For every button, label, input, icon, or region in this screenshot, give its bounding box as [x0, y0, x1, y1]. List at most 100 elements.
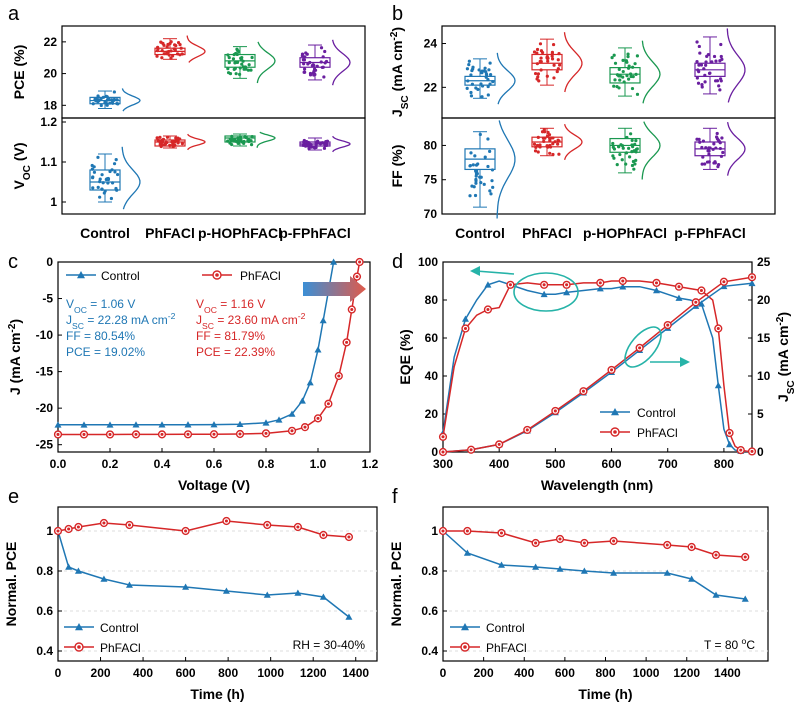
panel-c-marker-core [212, 432, 216, 436]
panel-b-jsc-point [470, 82, 475, 86]
panel-f-marker-core [499, 531, 504, 535]
panel-b-ff-point [536, 135, 540, 139]
panel-a-pce-point [302, 62, 306, 66]
panel-c-marker-core [290, 429, 294, 433]
panel-b-jsc-point [480, 84, 485, 88]
panel-e-marker-core [102, 521, 106, 525]
panel-a-voc-point [226, 139, 230, 143]
panel-f-marker [580, 567, 588, 574]
panel-a-voc-point [158, 135, 162, 139]
panel-b-jsc-density-curve [641, 40, 661, 104]
panel-a-pce-point [227, 56, 231, 60]
panel-b-ff-point [486, 137, 490, 141]
panel-b-ff-point [473, 193, 478, 198]
panel-c-y-tick-label: -20 [36, 401, 54, 415]
panel-a-voc-ylabel: VOC (V) [11, 142, 33, 189]
panel-f-marker [663, 569, 671, 576]
panel-c-marker [54, 421, 62, 428]
panel-a-pce-tick-label: 20 [44, 67, 58, 81]
panel-label-b: b [392, 3, 403, 25]
panel-b-ff-point [634, 158, 638, 162]
panel-b-category-label: p-HOPhFACl [583, 225, 667, 241]
panel-d-eqe-marker-core [699, 288, 703, 293]
panel-a-voc-tick-label: 1 [50, 195, 57, 209]
panel-d-eqe-marker-core [654, 281, 659, 285]
panel-e-marker [125, 581, 133, 588]
panel-d-jsc-marker-core [638, 346, 642, 350]
panel-e-x-tick-label: 1200 [300, 666, 327, 680]
panel-d-arrow-left-head [470, 266, 480, 276]
panel-d-x-tick-label: 300 [433, 457, 453, 471]
panel-c-marker [319, 316, 327, 324]
panel-a-voc-point [247, 138, 251, 142]
panel-a-voc-density-curve [121, 146, 141, 210]
panel-a-pce-point [155, 54, 159, 58]
panel-c-annotation-ff: FF = 80.54% [66, 329, 135, 343]
panel-b-jsc-point [625, 74, 629, 78]
panel-e-note: RH = 30-40% [293, 638, 366, 652]
panel-a-pce-point [228, 72, 233, 76]
panel-b-ff-point [551, 152, 555, 157]
panel-b-ff-point [548, 145, 553, 149]
panel-a-pce-point [108, 101, 112, 105]
panel-b-jsc-point [477, 68, 481, 72]
panel-b-ff-point [620, 158, 624, 162]
panel-b-ff-point [482, 182, 486, 186]
panel-a-pce-point [249, 68, 253, 72]
panel-b-ff-point [707, 160, 711, 164]
panel-f-x-tick-label: 1400 [714, 666, 741, 680]
panel-b-ff-point [532, 142, 537, 146]
panel-e-marker-core [347, 535, 351, 539]
panel-label-a: a [8, 3, 20, 25]
panel-c-marker [314, 346, 322, 353]
panel-b-jsc-point [613, 78, 617, 82]
panel-b-jsc-point [551, 42, 556, 47]
panel-b-jsc-point [708, 71, 712, 75]
panel-f-marker-core [690, 545, 694, 549]
panel-b-jsc-ylabel: JSC (mA cm-2) [389, 27, 411, 117]
panel-a-pce-point [235, 60, 240, 65]
panel-a-voc-point [100, 173, 104, 177]
panel-b-ff-point [548, 151, 552, 155]
panel-d-y-tick-label: 0 [431, 445, 438, 459]
panel-a-pce-point [302, 67, 307, 71]
panel-a-pce-point [320, 65, 324, 70]
panel-b-jsc-point [618, 78, 622, 82]
panel-a-pce-point [312, 73, 316, 77]
panel-e-line-Control [57, 530, 350, 618]
panel-c-shift-arrow [303, 276, 366, 302]
panel-f-y-tick-label: 0.6 [421, 604, 438, 618]
panel-a-voc-point [250, 134, 254, 139]
panel-f-marker [498, 561, 505, 568]
panel-b-jsc-point [714, 59, 718, 63]
panel-a-pce-point [306, 62, 310, 66]
panel-a-voc-point [242, 141, 246, 145]
panel-b-ff-point [711, 147, 715, 151]
panel-b-jsc-point [465, 67, 470, 71]
panel-b-jsc-point [718, 88, 722, 92]
panel-a-pce-point [310, 63, 314, 68]
panel-a-voc-point [249, 139, 253, 143]
panel-d-eqe-marker-core [565, 283, 569, 287]
panel-c-x-tick-label: 0.2 [102, 457, 119, 471]
panel-b-jsc-point [487, 68, 491, 72]
panel-b-jsc-point [702, 67, 706, 71]
panel-c-marker [184, 421, 192, 428]
panel-b-ff-point [716, 164, 720, 169]
panel-c-line-Control [58, 261, 335, 426]
panel-a-voc-point [322, 146, 327, 150]
panel-b-jsc-point [539, 56, 543, 60]
panel-b-jsc-box [531, 53, 563, 71]
panel-e-marker [294, 589, 302, 596]
panel-d-eqe-marker [726, 440, 734, 448]
panel-a-voc-tick-label: 1.2 [40, 115, 57, 129]
panel-b-jsc-point [538, 42, 543, 46]
panel-b-jsc-point [550, 54, 554, 58]
panel-d-y-tick-label: 60 [425, 331, 439, 345]
panel-e-marker [345, 613, 353, 620]
panel-d-y2-tick-label: 25 [757, 255, 771, 269]
panel-d-legend-label: Control [637, 406, 676, 420]
panel-b-jsc-point [489, 73, 493, 77]
panel-b-ff-point [483, 155, 487, 159]
panel-d-jsc-marker-core [525, 428, 529, 432]
